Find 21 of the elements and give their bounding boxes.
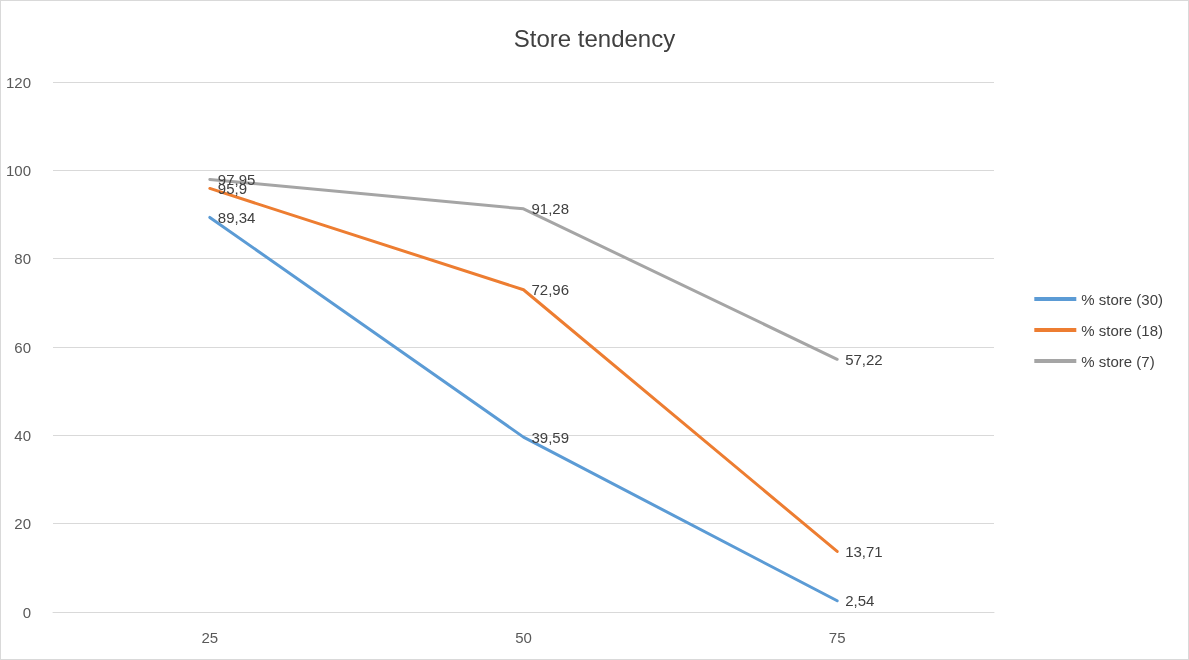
legend-label: % store (18) bbox=[1081, 321, 1164, 339]
legend-label: % store (7) bbox=[1081, 352, 1155, 370]
data-label: 2,54 bbox=[845, 592, 875, 610]
data-label: 89,34 bbox=[217, 208, 256, 226]
y-tick-label: 0 bbox=[22, 603, 31, 621]
data-label: 91,28 bbox=[531, 200, 570, 218]
data-label: 57,22 bbox=[845, 350, 883, 368]
y-tick-label: 60 bbox=[14, 338, 31, 356]
data-label: 39,59 bbox=[531, 428, 570, 446]
x-tick-label: 50 bbox=[515, 629, 532, 646]
y-tick-label: 80 bbox=[14, 250, 31, 268]
x-tick-label: 75 bbox=[828, 629, 846, 646]
data-label: 72,96 bbox=[531, 281, 570, 299]
y-tick-label: 40 bbox=[14, 426, 31, 444]
legend-label: % store (30) bbox=[1081, 290, 1164, 308]
y-tick-label: 100 bbox=[5, 161, 31, 179]
chart-title: Store tendency bbox=[513, 24, 676, 52]
y-tick-label: 120 bbox=[5, 73, 31, 91]
x-tick-label: 25 bbox=[201, 629, 219, 646]
data-label: 13,71 bbox=[845, 542, 883, 560]
y-tick-label: 20 bbox=[14, 515, 31, 533]
